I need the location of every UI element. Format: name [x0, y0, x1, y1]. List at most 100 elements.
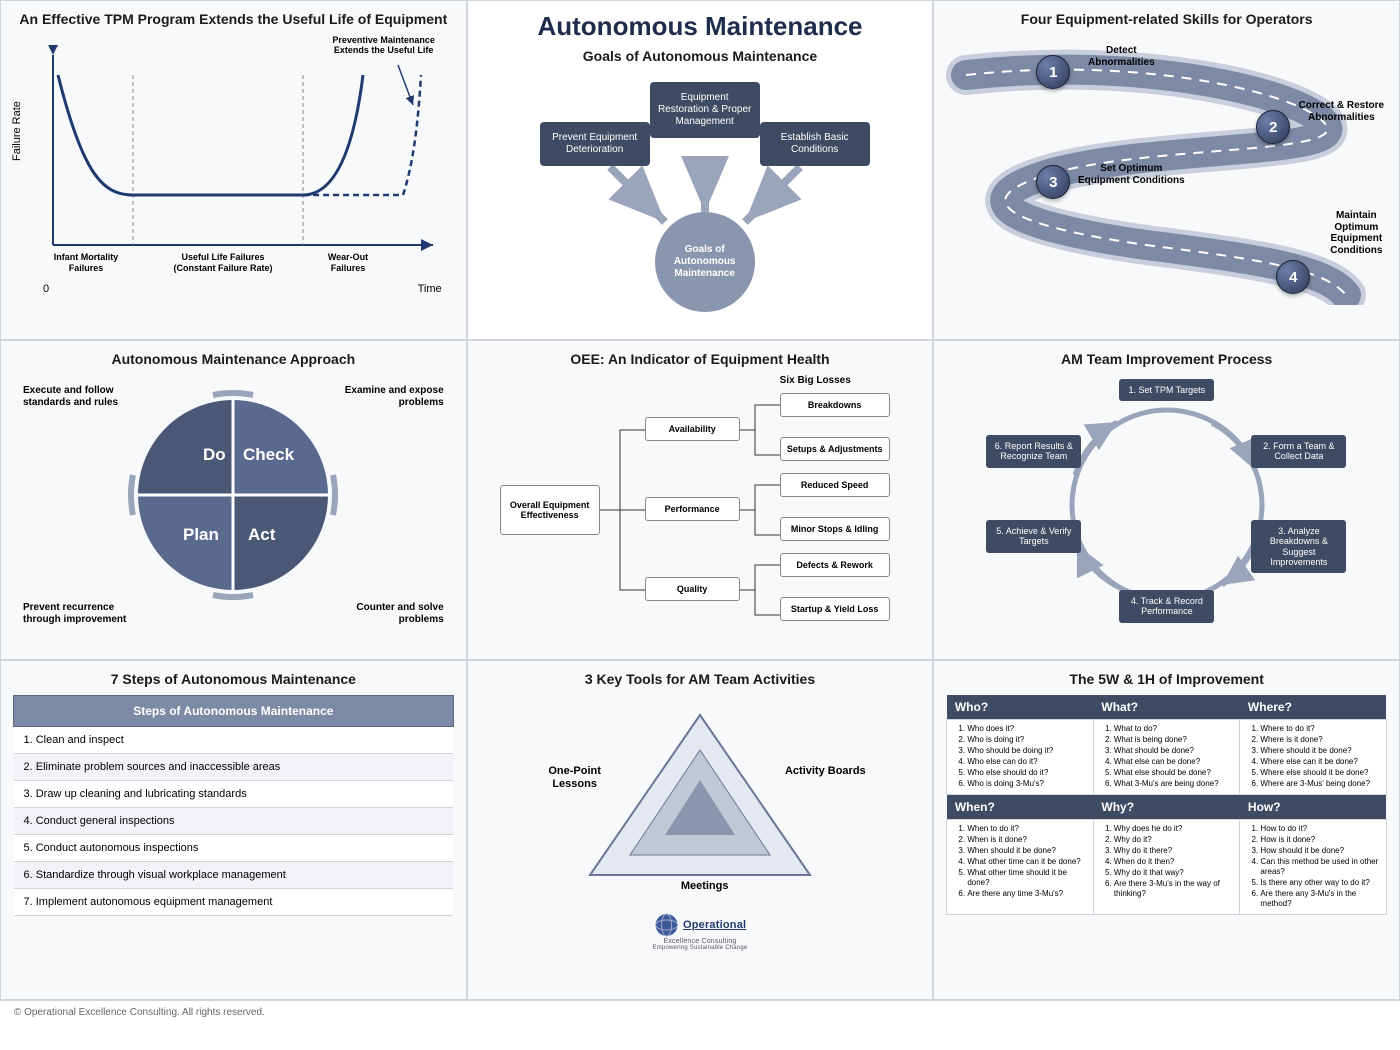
- logo-sub1: Excellence Consulting: [653, 938, 748, 945]
- bathtub-xlabel: Time: [418, 283, 442, 295]
- oee-performance: Performance: [645, 497, 740, 521]
- oee-availability: Availability: [645, 417, 740, 441]
- w5h1-cell: Who does it?Who is doing it?Who should b…: [947, 720, 1094, 795]
- tri-label-1: One-Point Lessons: [530, 765, 620, 790]
- pdca-outer-4: Counter and solve problems: [324, 602, 444, 625]
- w5h1-header: When?: [947, 795, 1094, 820]
- loss-3: Reduced Speed: [780, 473, 890, 497]
- goal-box-2: Equipment Restoration & Proper Managemen…: [650, 82, 760, 138]
- bathtub-ylabel: Failure Rate: [11, 101, 23, 161]
- panel-tpm-bathtub: An Effective TPM Program Extends the Use…: [0, 0, 467, 340]
- panel-four-skills: Four Equipment-related Skills for Operat…: [933, 0, 1400, 340]
- region-infant: Infant Mortality Failures: [51, 252, 121, 273]
- pdca-act: Act: [248, 525, 276, 544]
- w5h1-cell: Where to do it?Where is it done?Where sh…: [1240, 720, 1387, 795]
- w5h1-header: Where?: [1240, 695, 1387, 720]
- improv-5: 5. Achieve & Verify Targets: [986, 520, 1081, 553]
- oee-root: Overall Equipment Effectiveness: [500, 485, 600, 535]
- improv-3: 3. Analyze Breakdowns & Suggest Improvem…: [1251, 520, 1346, 573]
- globe-icon: [654, 912, 680, 938]
- step-row: 1. Clean and inspect: [14, 727, 454, 754]
- triangle-svg: [480, 695, 920, 905]
- w5h1-cell: Why does he do it?Why do it?Why do it th…: [1093, 820, 1240, 915]
- road-label-2: Correct & Restore Abnormalities: [1296, 100, 1386, 123]
- improv-2: 2. Form a Team & Collect Data: [1251, 435, 1346, 468]
- road-label-3: Set Optimum Equipment Conditions: [1076, 163, 1186, 186]
- bathtub-chart: Failure Rate Preventive Maintenance Exte…: [13, 35, 454, 295]
- step-row: 7. Implement autonomous equipment manage…: [14, 889, 454, 916]
- panel3-title: Four Equipment-related Skills for Operat…: [946, 11, 1387, 27]
- logo-main: Operational: [683, 919, 746, 931]
- bathtub-annotation: Preventive Maintenance Extends the Usefu…: [324, 35, 444, 56]
- panel1-title: An Effective TPM Program Extends the Use…: [13, 11, 454, 27]
- pdca-plan: Plan: [183, 525, 219, 544]
- region-useful: Useful Life Failures(Constant Failure Ra…: [153, 252, 293, 273]
- panel4-title: Autonomous Maintenance Approach: [13, 351, 454, 367]
- w5h1-cell: What to do?What is being done?What shoul…: [1093, 720, 1240, 795]
- step-row: 2. Eliminate problem sources and inacces…: [14, 754, 454, 781]
- goal-box-3: Establish Basic Conditions: [760, 122, 870, 166]
- loss-1: Breakdowns: [780, 393, 890, 417]
- loss-4: Minor Stops & Idling: [780, 517, 890, 541]
- tri-label-2: Activity Boards: [780, 765, 870, 778]
- pdca-svg: Do Check Plan Act: [113, 375, 353, 615]
- improv-1: 1. Set TPM Targets: [1119, 379, 1214, 401]
- goals-diagram: Prevent Equipment Deterioration Equipmen…: [480, 72, 921, 322]
- improv-4: 4. Track & Record Performance: [1119, 590, 1214, 623]
- w5h1-cell: How to do it?How is it done?How should i…: [1240, 820, 1387, 915]
- region-wearout: Wear-Out Failures: [313, 252, 383, 273]
- road-label-4: Maintain Optimum Equipment Conditions: [1316, 210, 1396, 256]
- goal-circle: Goals of Autonomous Maintenance: [655, 212, 755, 312]
- panel-goals: Autonomous Maintenance Goals of Autonomo…: [467, 0, 934, 340]
- w5h1-header: Who?: [947, 695, 1094, 720]
- pdca-check: Check: [243, 445, 295, 464]
- logo-sub2: Empowering Sustainable Change: [653, 945, 748, 951]
- losses-header: Six Big Losses: [780, 375, 851, 386]
- loss-6: Startup & Yield Loss: [780, 597, 890, 621]
- w5h1-header: How?: [1240, 795, 1387, 820]
- pdca-do: Do: [203, 445, 226, 464]
- pdca-outer-3: Prevent recurrence through improvement: [23, 602, 143, 625]
- w5h1-header: Why?: [1093, 795, 1240, 820]
- step-row: 5. Conduct autonomous inspections: [14, 835, 454, 862]
- panel5-title: OEE: An Indicator of Equipment Health: [480, 351, 921, 367]
- main-title: Autonomous Maintenance: [480, 11, 921, 42]
- oee-quality: Quality: [645, 577, 740, 601]
- panel-am-team-process: AM Team Improvement Process 1. Set TPM T…: [933, 340, 1400, 660]
- improv-6: 6. Report Results & Recognize Team: [986, 435, 1081, 468]
- steps-table: Steps of Autonomous Maintenance 1. Clean…: [13, 695, 454, 916]
- footer: © Operational Excellence Consulting. All…: [0, 1000, 1400, 1030]
- w5h1-cell: When to do it?When is it done?When shoul…: [947, 820, 1094, 915]
- w5h1-header: What?: [1093, 695, 1240, 720]
- steps-header: Steps of Autonomous Maintenance: [14, 696, 454, 727]
- pdca-diagram: Do Check Plan Act Execute and follow sta…: [13, 375, 454, 625]
- oee-tree: Six Big Losses Overall Equipment Effecti…: [480, 375, 921, 645]
- step-row: 4. Conduct general inspections: [14, 808, 454, 835]
- panel-5w1h: The 5W & 1H of Improvement Who?What?Wher…: [933, 660, 1400, 1000]
- loss-2: Setups & Adjustments: [780, 437, 890, 461]
- step-row: 6. Standardize through visual workplace …: [14, 862, 454, 889]
- step-row: 3. Draw up cleaning and lubricating stan…: [14, 781, 454, 808]
- pdca-outer-1: Execute and follow standards and rules: [23, 385, 143, 408]
- w5h1-table: Who?What?Where? Who does it?Who is doing…: [946, 695, 1387, 915]
- bathtub-svg: [43, 45, 443, 265]
- panel-am-approach: Autonomous Maintenance Approach Do Check…: [0, 340, 467, 660]
- panel7-title: 7 Steps of Autonomous Maintenance: [13, 671, 454, 687]
- panel2-subtitle: Goals of Autonomous Maintenance: [480, 48, 921, 64]
- panel-7-steps: 7 Steps of Autonomous Maintenance Steps …: [0, 660, 467, 1000]
- panel-oee: OEE: An Indicator of Equipment Health Si…: [467, 340, 934, 660]
- goal-box-1: Prevent Equipment Deterioration: [540, 122, 650, 166]
- loss-5: Defects & Rework: [780, 553, 890, 577]
- logo: Operational Excellence Consulting Empowe…: [653, 912, 748, 951]
- panel8-title: 3 Key Tools for AM Team Activities: [480, 671, 921, 687]
- tri-label-3: Meetings: [670, 880, 740, 893]
- triangle-diagram: One-Point Lessons Activity Boards Meetin…: [480, 695, 921, 955]
- pdca-outer-2: Examine and expose problems: [324, 385, 444, 408]
- road-diagram: 1 Detect Abnormalities 2 Correct & Resto…: [946, 35, 1387, 315]
- bathtub-zero: 0: [43, 283, 49, 295]
- road-label-1: Detect Abnormalities: [1076, 45, 1166, 68]
- panel9-title: The 5W & 1H of Improvement: [946, 671, 1387, 687]
- panel6-title: AM Team Improvement Process: [946, 351, 1387, 367]
- improv-circle: 1. Set TPM Targets 2. Form a Team & Coll…: [946, 375, 1387, 635]
- panel-3-tools: 3 Key Tools for AM Team Activities One-P…: [467, 660, 934, 1000]
